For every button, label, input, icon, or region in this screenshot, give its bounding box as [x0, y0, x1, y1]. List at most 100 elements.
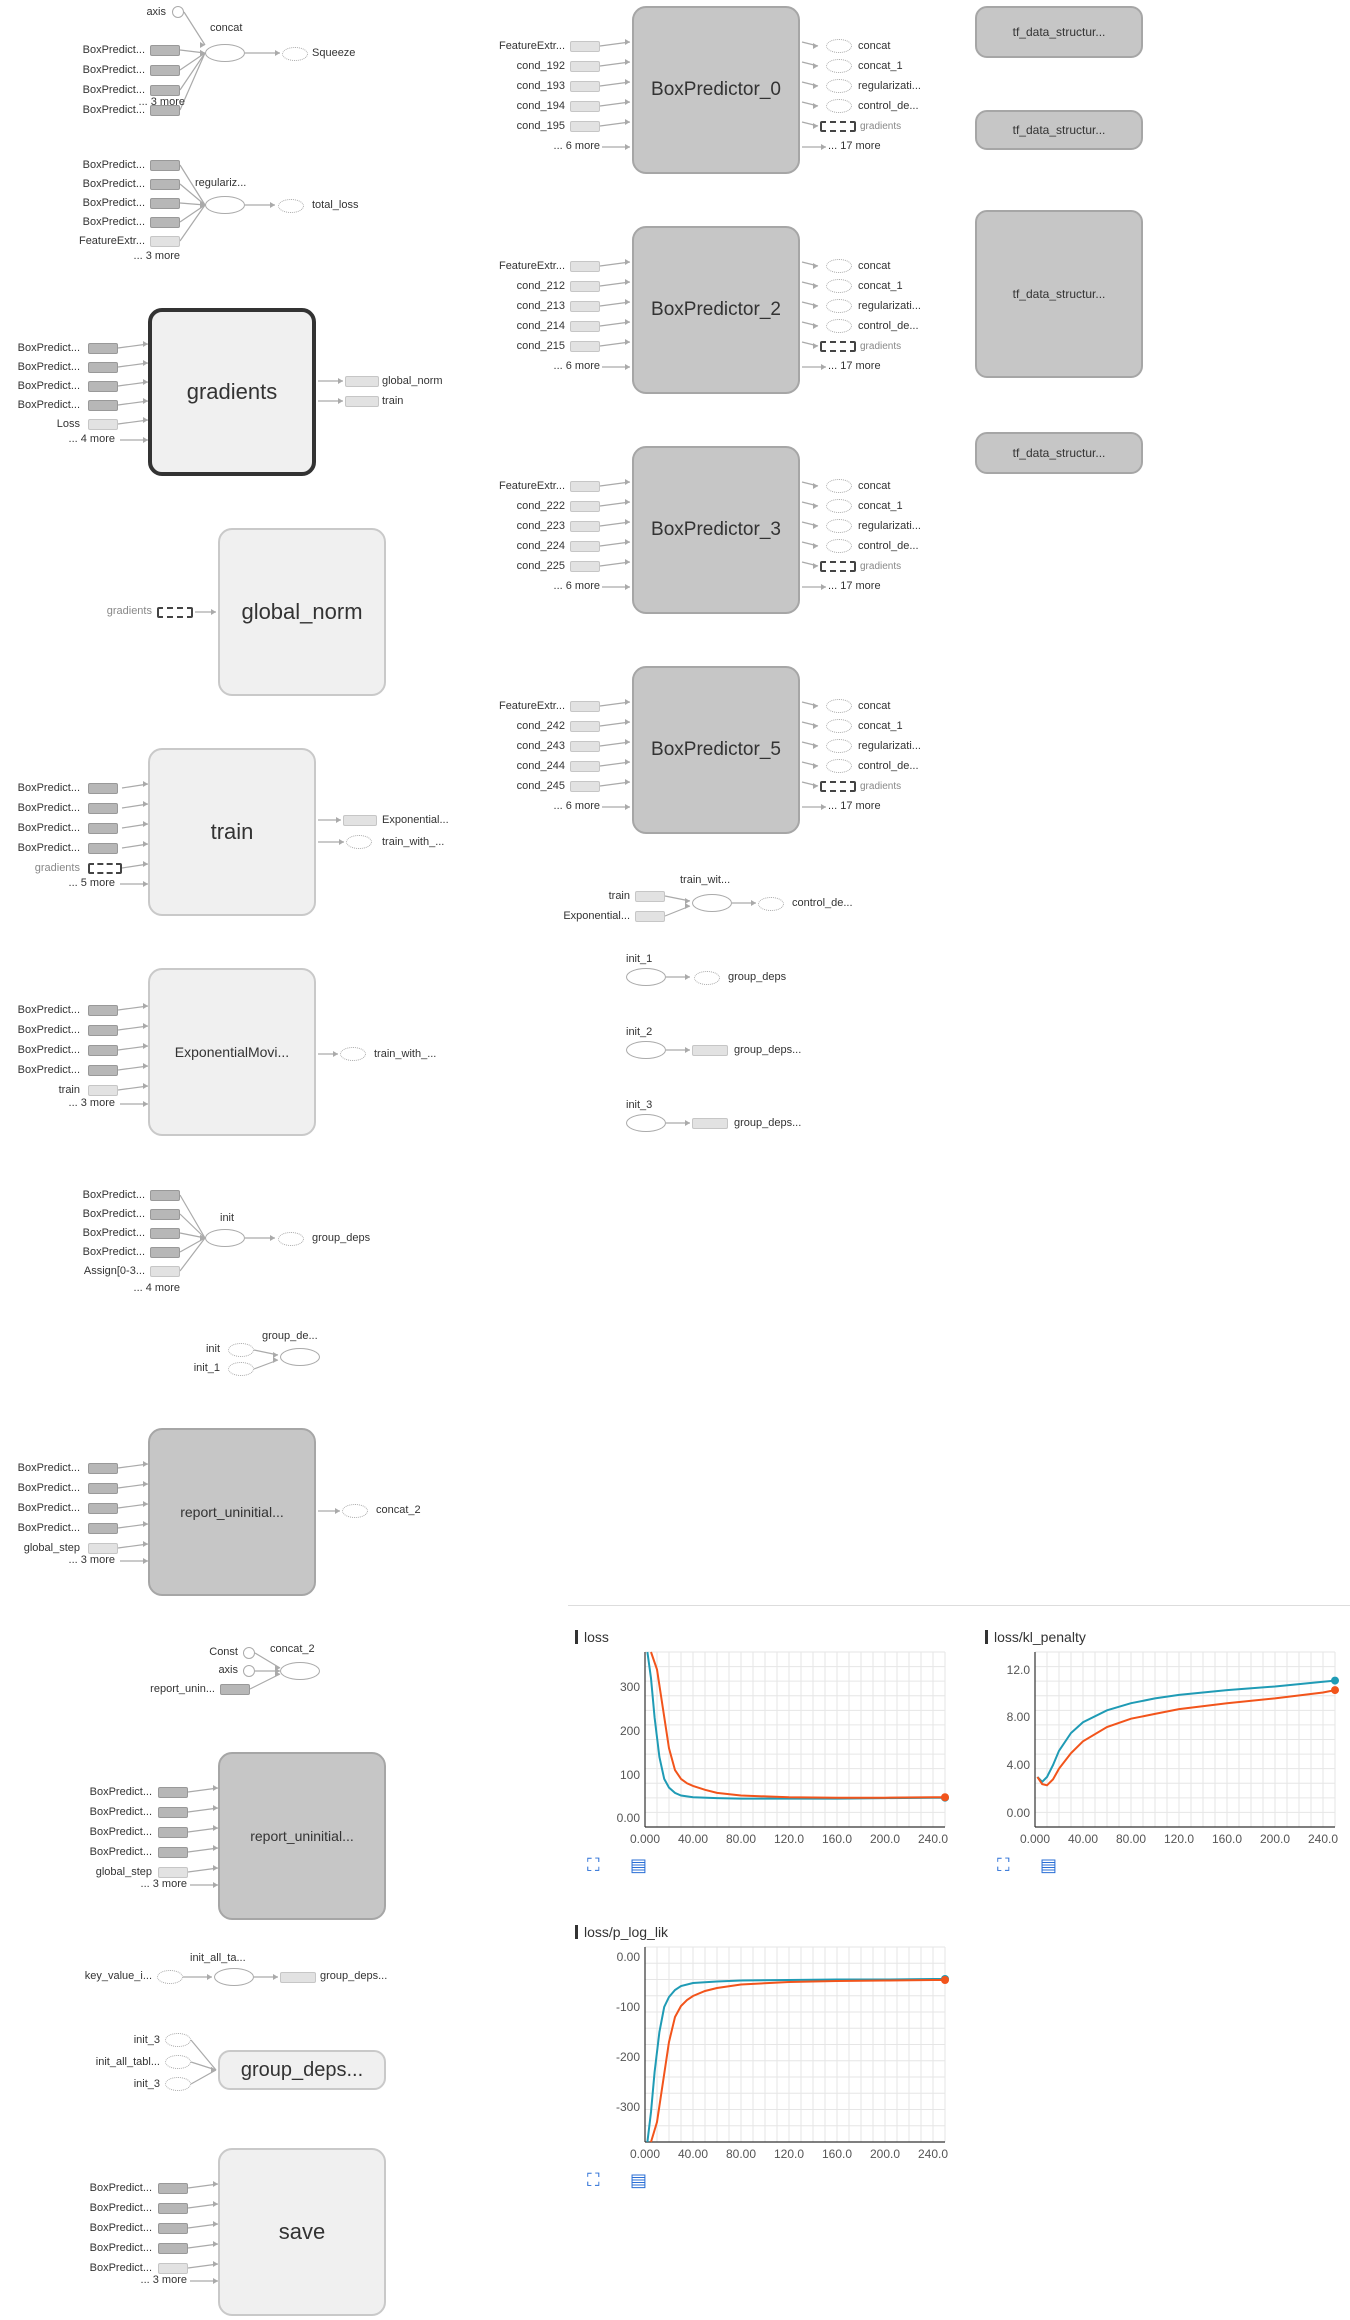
- more-outputs-label[interactable]: ... 17 more: [828, 580, 881, 592]
- input-node[interactable]: [88, 823, 118, 834]
- const-node[interactable]: [172, 6, 184, 18]
- expand-chart-icon[interactable]: ⛶: [997, 1855, 1010, 1875]
- concat-2-node[interactable]: [280, 1662, 320, 1680]
- input-node[interactable]: [570, 541, 600, 552]
- input-node[interactable]: [150, 1228, 180, 1239]
- input-node[interactable]: [570, 481, 600, 492]
- input-label[interactable]: Loss: [56, 418, 80, 430]
- input-node[interactable]: [158, 1847, 188, 1858]
- input-label[interactable]: BoxPredict...: [17, 1004, 80, 1016]
- concat-node[interactable]: [205, 44, 245, 62]
- input-node[interactable]: [157, 1970, 183, 1984]
- init-all-tables-node[interactable]: [214, 1968, 254, 1986]
- output-node[interactable]: [826, 279, 852, 293]
- output-label[interactable]: control_de...: [858, 760, 919, 772]
- input-node[interactable]: [570, 721, 600, 732]
- input-label[interactable]: Assign[0-3...: [83, 1265, 145, 1277]
- input-node[interactable]: [570, 121, 600, 132]
- ema-node[interactable]: ExponentialMovi...: [148, 968, 316, 1136]
- input-label[interactable]: BoxPredict...: [89, 1846, 152, 1858]
- more-inputs-label[interactable]: ... 3 more: [140, 1878, 187, 1890]
- input-label[interactable]: BoxPredict...: [89, 2242, 152, 2254]
- input-node[interactable]: [570, 341, 600, 352]
- input-label[interactable]: cond_192: [516, 60, 565, 72]
- output-label[interactable]: regularizati...: [858, 740, 921, 752]
- input-label[interactable]: key_value_i...: [84, 1970, 152, 1982]
- input-label[interactable]: cond_243: [516, 740, 565, 752]
- input-label[interactable]: cond_245: [516, 780, 565, 792]
- input-node[interactable]: [157, 607, 193, 618]
- output-label[interactable]: gradients: [860, 561, 902, 572]
- input-node[interactable]: [88, 419, 118, 430]
- more-outputs-label[interactable]: ... 17 more: [828, 360, 881, 372]
- output-node[interactable]: [692, 1045, 728, 1056]
- output-node[interactable]: [345, 396, 379, 407]
- output-node[interactable]: [694, 971, 720, 985]
- box-predictor-node[interactable]: BoxPredictor_5: [632, 666, 800, 834]
- input-label[interactable]: Exponential...: [563, 910, 630, 922]
- input-node[interactable]: [158, 1827, 188, 1838]
- input-node[interactable]: [165, 2033, 191, 2047]
- input-label[interactable]: BoxPredict...: [82, 1227, 145, 1239]
- input-label[interactable]: init_1: [193, 1362, 220, 1374]
- input-node[interactable]: [570, 741, 600, 752]
- expand-chart-icon[interactable]: ⛶: [587, 2170, 600, 2190]
- output-node[interactable]: [343, 815, 377, 826]
- input-label[interactable]: BoxPredict...: [17, 1502, 80, 1514]
- output-label[interactable]: concat_2: [376, 1504, 421, 1516]
- input-node[interactable]: [570, 521, 600, 532]
- input-node[interactable]: [150, 217, 180, 228]
- output-label[interactable]: global_norm: [382, 375, 443, 387]
- control-deps-node[interactable]: [758, 897, 784, 911]
- more-inputs-label[interactable]: ... 3 more: [68, 1097, 115, 1109]
- output-label[interactable]: total_loss: [312, 199, 359, 211]
- train-with-node[interactable]: [692, 894, 732, 912]
- input-node[interactable]: [88, 843, 118, 854]
- output-label[interactable]: Exponential...: [382, 814, 449, 826]
- input-label[interactable]: axis: [218, 1664, 238, 1676]
- more-inputs-label[interactable]: ... 3 more: [140, 2274, 187, 2286]
- input-label[interactable]: BoxPredict...: [17, 361, 80, 373]
- chart-plot[interactable]: [644, 1651, 949, 1828]
- box-predictor-node[interactable]: BoxPredictor_3: [632, 446, 800, 614]
- output-node[interactable]: [820, 781, 856, 792]
- input-label[interactable]: BoxPredict...: [82, 104, 145, 116]
- init-node[interactable]: [626, 1114, 666, 1132]
- input-node[interactable]: [243, 1647, 255, 1659]
- input-label[interactable]: cond_194: [516, 100, 565, 112]
- output-label[interactable]: group_deps...: [734, 1044, 802, 1056]
- input-node[interactable]: [88, 1025, 118, 1036]
- expand-chart-icon[interactable]: ⛶: [587, 1855, 600, 1875]
- more-inputs-label[interactable]: ... 6 more: [553, 580, 600, 592]
- input-label[interactable]: BoxPredict...: [17, 399, 80, 411]
- input-node[interactable]: [228, 1343, 254, 1357]
- output-node[interactable]: [820, 121, 856, 132]
- output-node[interactable]: [826, 319, 852, 333]
- input-node[interactable]: [150, 1266, 180, 1277]
- output-node[interactable]: [820, 561, 856, 572]
- input-label[interactable]: BoxPredict...: [17, 342, 80, 354]
- input-label[interactable]: init_all_tabl...: [95, 2056, 160, 2068]
- input-node[interactable]: [88, 1005, 118, 1016]
- input-node[interactable]: [150, 45, 180, 56]
- output-node[interactable]: [826, 99, 852, 113]
- input-label[interactable]: cond_195: [516, 120, 565, 132]
- input-node[interactable]: [570, 281, 600, 292]
- chart-plot[interactable]: [644, 1946, 949, 2143]
- input-label[interactable]: BoxPredict...: [82, 64, 145, 76]
- input-label[interactable]: BoxPredict...: [89, 2182, 152, 2194]
- input-label[interactable]: FeatureExtr...: [498, 480, 565, 492]
- more-inputs-label[interactable]: ... 4 more: [133, 1282, 180, 1294]
- output-node[interactable]: [826, 519, 852, 533]
- output-node[interactable]: [826, 39, 852, 53]
- output-node[interactable]: [820, 341, 856, 352]
- output-label[interactable]: concat: [858, 700, 891, 712]
- input-label[interactable]: BoxPredict...: [82, 1189, 145, 1201]
- more-inputs-label[interactable]: ... 3 more: [133, 250, 180, 262]
- init-node[interactable]: [626, 1041, 666, 1059]
- more-inputs-label[interactable]: ... 3 more: [138, 96, 185, 108]
- output-label[interactable]: train_with_...: [374, 1048, 437, 1060]
- input-label[interactable]: BoxPredict...: [89, 1826, 152, 1838]
- input-label[interactable]: cond_223: [516, 520, 565, 532]
- input-label[interactable]: FeatureExtr...: [498, 700, 565, 712]
